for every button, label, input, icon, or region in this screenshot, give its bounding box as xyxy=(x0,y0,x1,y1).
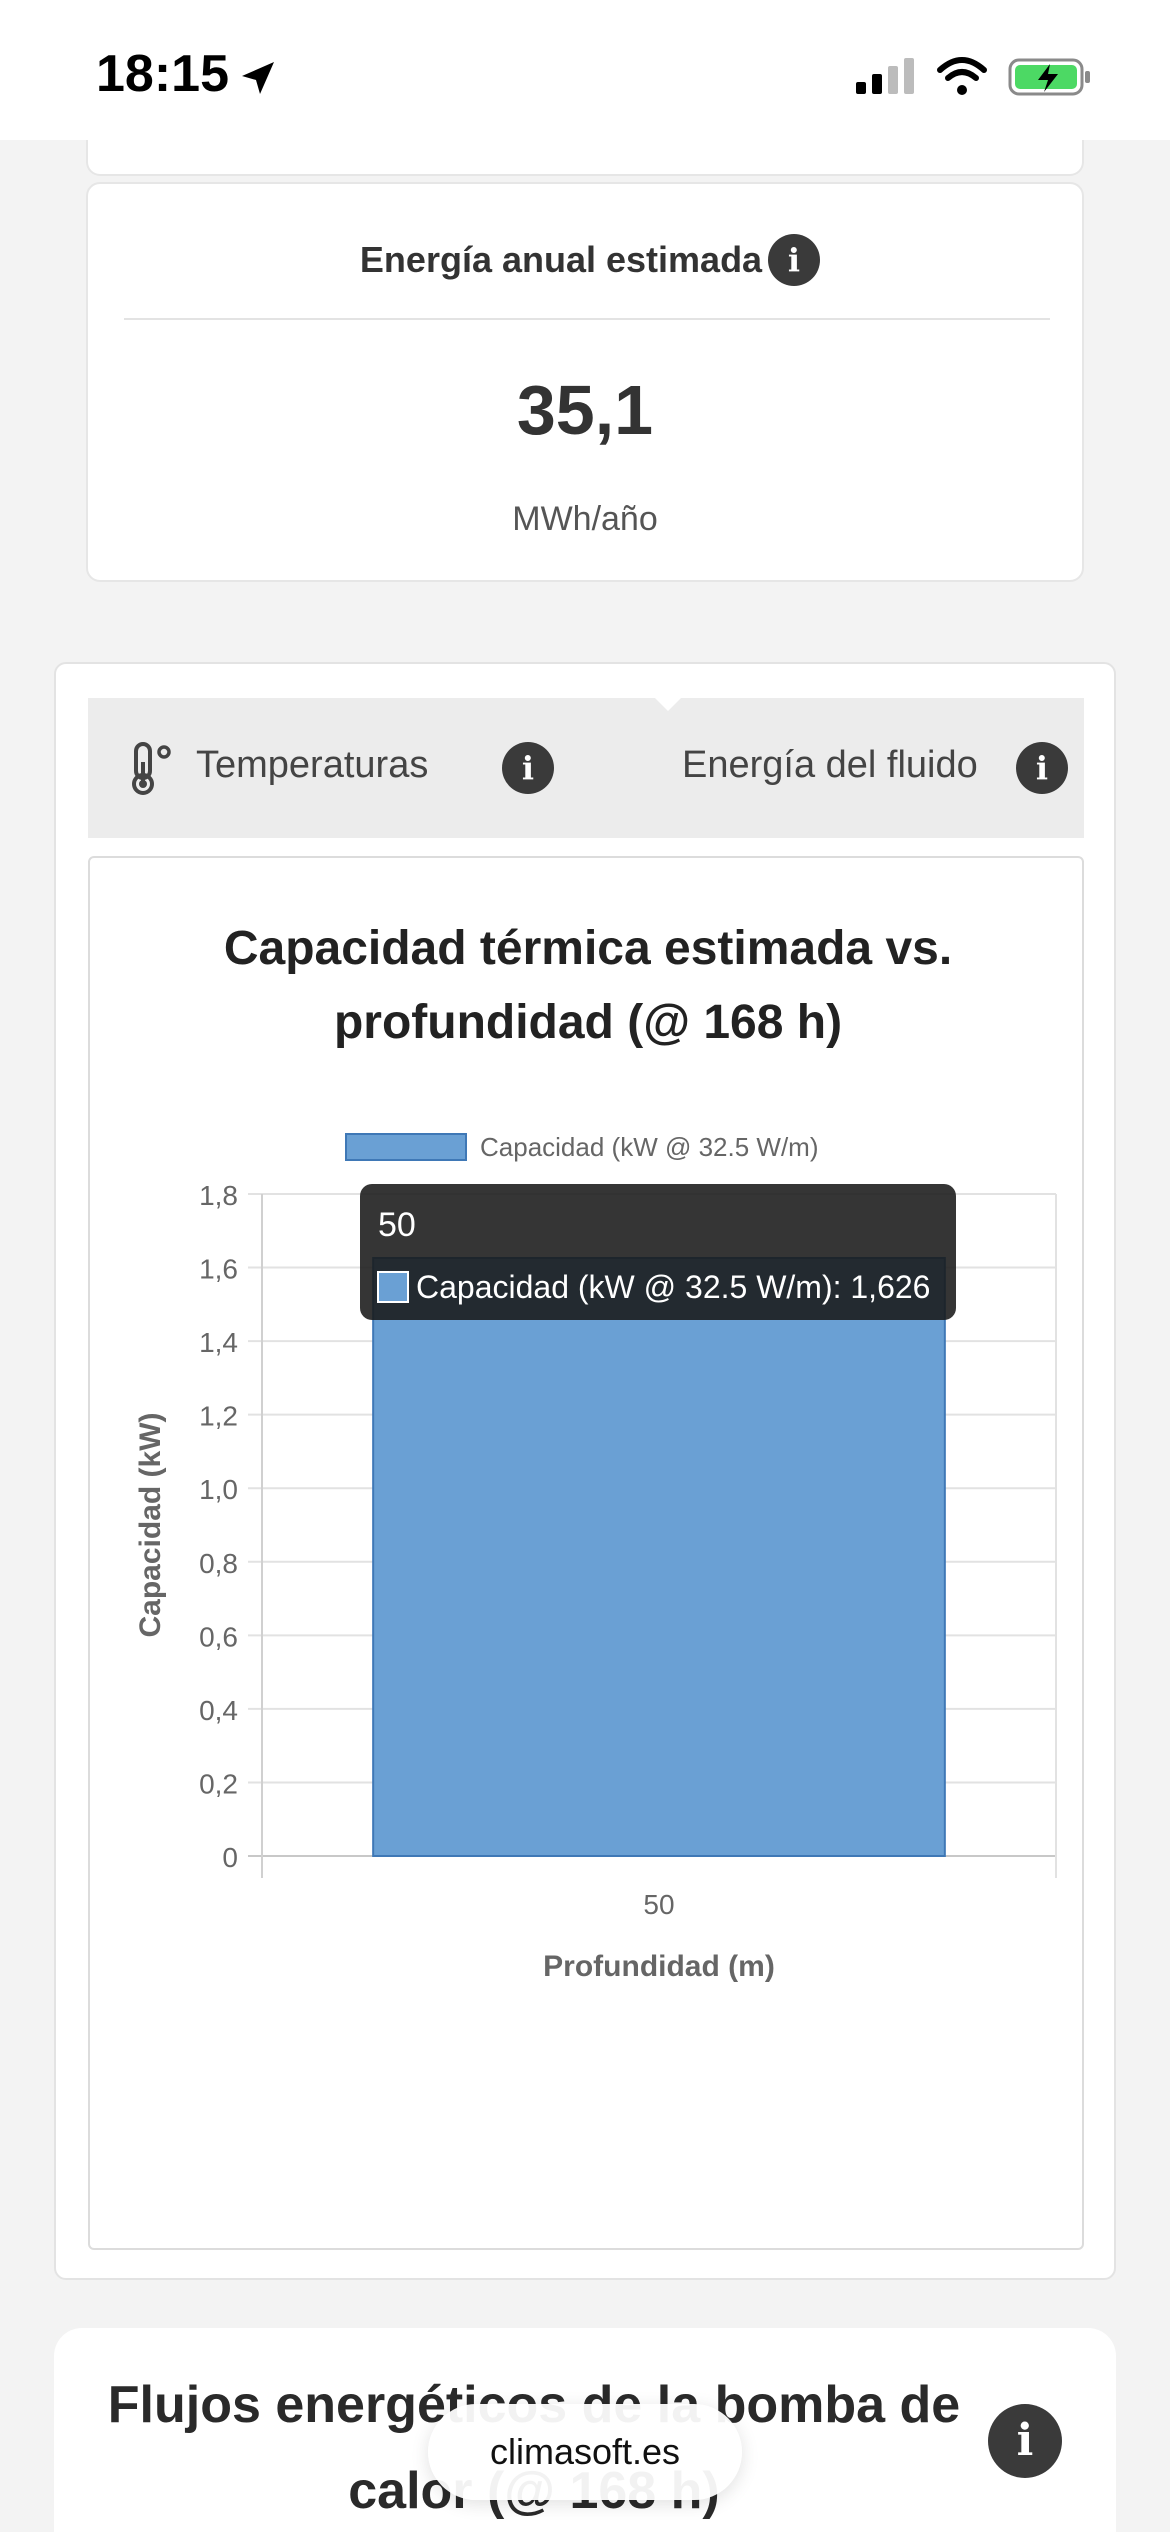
y-axis-title: Capacidad (kW) xyxy=(134,1412,167,1637)
chart-panel: Capacidad térmica estimada vs. profundid… xyxy=(88,856,1084,2250)
wifi-icon xyxy=(937,57,987,95)
info-icon[interactable]: i xyxy=(988,2404,1062,2478)
tooltip-swatch xyxy=(377,1271,409,1303)
tab-energia-fluido-label: Energía del fluido xyxy=(682,744,978,786)
info-icon[interactable]: i xyxy=(768,234,820,286)
tab-temperaturas-label: Temperaturas xyxy=(196,744,429,786)
y-tick-label: 0,8 xyxy=(199,1548,238,1579)
tooltip-box xyxy=(360,1184,956,1320)
annual-energy-value: 35,1 xyxy=(516,371,654,449)
annual-energy-unit: MWh/año xyxy=(512,500,658,538)
annual-energy-card: Energía anual estimada i 35,1 MWh/año xyxy=(86,182,1084,582)
chart-tabs-card: Temperaturas i Energía del fluido i Capa… xyxy=(54,662,1116,2280)
tab-energia-fluido[interactable]: Energía del fluido i xyxy=(608,698,1084,838)
legend-label: Capacidad (kW @ 32.5 W/m) xyxy=(480,1132,818,1162)
y-tick-label: 1,0 xyxy=(199,1474,238,1505)
chart-title: Capacidad térmica estimada vs. profundid… xyxy=(223,922,953,1049)
annual-energy-header: Energía anual estimada xyxy=(88,230,1082,290)
y-tick-label: 0 xyxy=(222,1842,238,1873)
y-tick-label: 0,4 xyxy=(199,1695,238,1726)
x-tick-label: 50 xyxy=(643,1889,674,1920)
status-time: 18:15 xyxy=(96,45,229,103)
x-axis-title: Profundidad (m) xyxy=(543,1950,775,1983)
info-icon[interactable]: i xyxy=(1016,742,1068,794)
y-tick-label: 1,8 xyxy=(199,1180,238,1211)
bar xyxy=(372,1256,946,1857)
info-icon[interactable]: i xyxy=(502,742,554,794)
location-arrow-icon xyxy=(242,62,274,94)
status-bar: 18:15 xyxy=(0,0,1170,140)
y-tick-label: 1,4 xyxy=(199,1327,238,1358)
y-tick-label: 1,2 xyxy=(199,1401,238,1432)
tooltip-value: Capacidad (kW @ 32.5 W/m): 1,626 xyxy=(416,1269,930,1305)
legend-swatch xyxy=(345,1133,467,1161)
active-tab-pointer xyxy=(654,697,682,711)
y-tick-label: 0,2 xyxy=(199,1768,238,1799)
y-tick-label: 0,6 xyxy=(199,1621,238,1652)
tab-temperaturas[interactable]: Temperaturas i xyxy=(88,698,608,838)
cellular-signal-icon xyxy=(856,58,914,94)
divider xyxy=(124,318,1050,320)
tab-bar: Temperaturas i Energía del fluido i xyxy=(88,697,1084,838)
y-tick-label: 1,6 xyxy=(199,1254,238,1285)
tooltip-title: 50 xyxy=(378,1206,416,1244)
browser-url-pill[interactable]: climasoft.es xyxy=(428,2404,742,2500)
annual-energy-title: Energía anual estimada xyxy=(359,239,763,280)
capacity-bar-chart: 0 0,2 0,4 0,6 0,8 1,0 1,2 1,4 1,6 1,8 50 Profundida… xyxy=(134,1132,1057,1983)
battery-charging-icon xyxy=(1008,58,1090,96)
thermometer-icon xyxy=(132,742,171,795)
